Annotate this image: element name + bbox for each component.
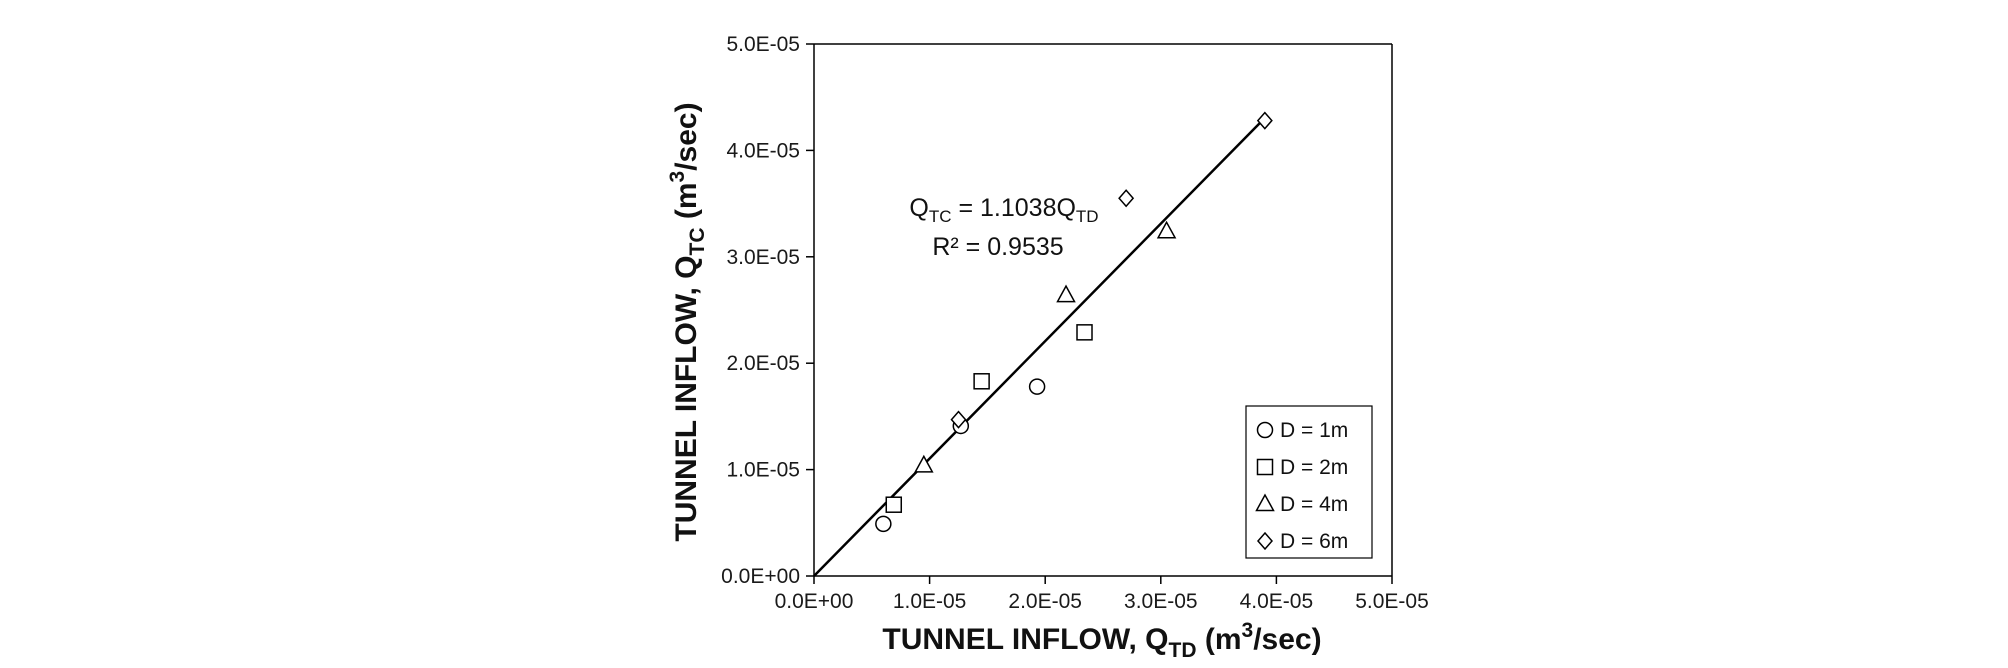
eq-lhs-sub: TC — [929, 207, 952, 226]
data-point-diamond — [1256, 111, 1273, 130]
data-point-square — [1076, 324, 1093, 341]
legend-label: D = 1m — [1280, 419, 1348, 442]
y-axis-title: TUNNEL INFLOW, QTC (m3/sec) — [666, 102, 709, 541]
eq-mid: = 1.1038Q — [952, 194, 1076, 222]
data-point-diamond — [950, 410, 967, 429]
legend-label: D = 4m — [1280, 493, 1348, 516]
x-tick-label: 3.0E-05 — [1124, 590, 1198, 613]
legend-marker-diamond — [1257, 531, 1273, 551]
data-point-triangle — [914, 454, 934, 473]
legend-label: D = 2m — [1280, 456, 1348, 479]
x-tick-label: 5.0E-05 — [1355, 590, 1429, 613]
y-tick-label: 4.0E-05 — [726, 139, 800, 162]
y-tick-label: 0.0E+00 — [721, 565, 800, 588]
x-tick-label: 1.0E-05 — [893, 590, 967, 613]
data-point-triangle — [1156, 220, 1177, 239]
y-tick-label: 3.0E-05 — [726, 246, 800, 269]
x-tick-label: 2.0E-05 — [1008, 590, 1082, 613]
y-tick-label: 5.0E-05 — [726, 33, 800, 56]
x-axis-ticks: 0.0E+00 1.0E-05 2.0E-05 3.0E-05 4.0E-05 5.0E-… — [775, 576, 1429, 613]
data-point-triangle — [1056, 284, 1076, 303]
y-axis-ticks: 0.0E+00 1.0E-05 2.0E-05 3.0E-05 4.0E-05 5.0E-… — [721, 33, 814, 588]
x-tick-label: 0.0E+00 — [775, 590, 854, 613]
eq-rhs-sub: TD — [1076, 207, 1099, 226]
trendline-equation: QTC = 1.1038QTD — [909, 194, 1098, 226]
legend-label: D = 6m — [1280, 530, 1348, 553]
legend-marker-triangle — [1255, 493, 1275, 512]
data-point-diamond — [1118, 189, 1135, 208]
x-axis-title: TUNNEL INFLOW, QTD (m3/sec) — [882, 619, 1321, 662]
data-points — [875, 111, 1273, 533]
legend-marker-circle — [1256, 421, 1274, 439]
legend-marker-square — [1256, 458, 1274, 476]
eq-lhs: Q — [909, 194, 928, 222]
y-tick-label: 2.0E-05 — [726, 352, 800, 375]
data-point-circle — [1028, 378, 1046, 395]
x-tick-label: 4.0E-05 — [1240, 590, 1314, 613]
data-point-square — [885, 496, 903, 513]
data-point-square — [973, 373, 990, 390]
r-squared-label: R² = 0.9535 — [932, 233, 1063, 261]
data-point-circle — [875, 515, 892, 533]
plot-area — [813, 43, 1393, 577]
legend: D = 1m D = 2m D = 4m D = 6m — [1245, 405, 1373, 559]
y-tick-label: 1.0E-05 — [726, 459, 800, 482]
